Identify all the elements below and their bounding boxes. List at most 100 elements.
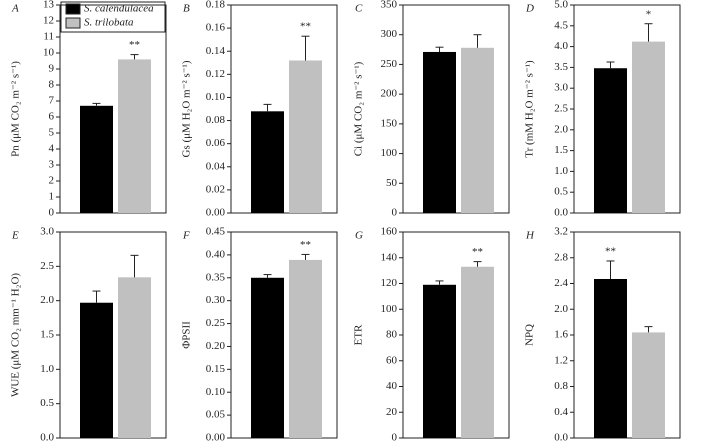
legend: S. calendulacea S. trilobata (60, 1, 166, 33)
significance: * (646, 8, 652, 20)
legend-frame (60, 1, 166, 33)
y-tick-label: 4.0 (554, 40, 568, 52)
y-tick-label: 1.0 (554, 165, 568, 177)
y-axis-label: Ci (μM CO₂ m⁻² s⁻¹) (353, 61, 365, 156)
panel: 0.0 0.5 1.0 1.5 2.0 2.5 3.0 E WUE (μM CO₂ mm⁻¹ H… (10, 226, 167, 444)
y-tick-label: 100 (381, 303, 398, 315)
y-axis-label: NPQ (524, 324, 536, 346)
y-tick-label: 11 (43, 31, 54, 43)
panel: 0.0 0.5 1.0 1.5 2.0 2.5 3.0 3.5 4.0 4.5 5.0 D Tr (mM… (524, 0, 681, 219)
y-tick-label: 300 (381, 28, 398, 40)
y-tick-label: 80 (386, 329, 398, 341)
y-tick-label: 0.20 (206, 340, 226, 352)
y-tick-label: 0.05 (206, 409, 226, 421)
bar (461, 47, 494, 213)
y-tick-label: 3.2 (554, 226, 568, 238)
y-tick-label: 1.5 (554, 144, 568, 156)
y-tick-label: 1 (49, 191, 55, 203)
y-tick-label: 1.6 (554, 329, 568, 341)
y-tick-label: 0.4 (554, 406, 568, 418)
y-tick-label: 5.0 (554, 0, 568, 11)
bar (118, 277, 151, 438)
y-tick-label: 0.08 (206, 114, 226, 126)
error-bar (473, 261, 482, 267)
error-bar (435, 280, 444, 285)
bar (289, 60, 322, 213)
y-tick-label: 1.2 (554, 354, 568, 366)
y-tick-label: 1.5 (40, 329, 54, 341)
y-axis-label: ETR (353, 324, 365, 345)
y-tick-label: 0.10 (206, 386, 226, 398)
y-tick-label: 0.06 (206, 137, 226, 149)
panel: 0.0 0.4 0.8 1.2 1.6 2.0 2.4 2.8 3.2 H NPQ ** (524, 226, 681, 444)
bar (632, 41, 665, 213)
y-axis-label: Gs (μM H₂O m⁻² s⁻¹) (181, 60, 193, 157)
y-tick-label: 200 (381, 88, 398, 100)
y-tick-label: 0.0 (40, 432, 54, 443)
bar (594, 278, 627, 438)
panel: 0 20 40 60 80 100 120 140 160 G ETR ** (353, 226, 510, 444)
error-bar (301, 35, 310, 61)
y-tick-label: 10 (43, 47, 55, 59)
y-tick-label: 0.5 (554, 186, 568, 198)
y-tick-label: 0.10 (206, 91, 226, 103)
y-tick-label: 13 (43, 0, 55, 11)
y-tick-label: 0.0 (554, 207, 568, 219)
error-bar (130, 254, 139, 278)
y-tick-label: 60 (386, 354, 398, 366)
legend-label: S. calendulacea (84, 3, 154, 15)
y-tick-label: 3.0 (554, 82, 568, 94)
error-bar (263, 274, 272, 278)
y-tick-label: 2.8 (554, 251, 568, 263)
y-axis-label: Tr (mM H₂O m⁻² s⁻¹) (524, 60, 536, 158)
y-tick-label: 3.0 (40, 226, 54, 238)
y-axis-label: ΦPSII (181, 321, 193, 349)
panel-letter: C (355, 3, 363, 15)
panel-letter: E (11, 230, 19, 242)
panel: 0.00 0.02 0.04 0.06 0.08 0.10 0.12 0.14 0.16 0.18… (181, 0, 338, 219)
y-tick-label: 2.5 (40, 260, 54, 272)
panel-letter: G (355, 230, 363, 242)
y-tick-label: 4.5 (554, 19, 568, 31)
error-bar (130, 54, 139, 60)
y-tick-label: 8 (49, 79, 55, 91)
y-tick-label: 120 (381, 277, 398, 289)
y-tick-label: 0.15 (206, 363, 226, 375)
y-tick-label: 40 (386, 380, 398, 392)
bar (594, 68, 627, 214)
panel: 0.00 0.05 0.10 0.15 0.20 0.25 0.30 0.35 0.40 0.45… (181, 226, 338, 444)
error-bar (473, 34, 482, 48)
error-bar (435, 46, 444, 52)
y-tick-label: 0.14 (206, 45, 226, 57)
error-bar (301, 253, 310, 260)
significance: ** (300, 239, 311, 251)
bar (423, 51, 456, 213)
y-tick-label: 2.4 (554, 277, 568, 289)
y-tick-label: 0.5 (40, 397, 54, 409)
y-tick-label: 0.00 (206, 432, 226, 443)
legend-swatch (65, 17, 81, 29)
y-tick-label: 3 (49, 159, 55, 171)
y-tick-label: 6 (49, 111, 55, 123)
panel-letter: B (183, 3, 190, 15)
y-tick-label: 12 (43, 15, 54, 27)
bar (80, 105, 113, 213)
legend-swatch (65, 3, 81, 15)
y-tick-label: 0 (392, 432, 398, 443)
y-tick-label: 1.0 (40, 363, 54, 375)
y-axis-label: Pn (μM CO₂ m⁻² s⁻¹) (10, 61, 22, 157)
significance: ** (300, 21, 311, 33)
y-tick-label: 0.35 (206, 271, 226, 283)
y-tick-label: 4 (49, 143, 55, 155)
y-tick-label: 2.0 (554, 123, 568, 135)
y-tick-label: 0.12 (206, 68, 225, 80)
error-bar (606, 260, 615, 279)
y-tick-label: 250 (381, 58, 398, 70)
error-bar (92, 290, 101, 303)
y-tick-label: 0 (49, 207, 55, 219)
y-tick-label: 0.8 (554, 380, 568, 392)
y-tick-label: 0.30 (206, 294, 226, 306)
significance: ** (605, 246, 616, 258)
y-tick-label: 2 (49, 175, 55, 187)
